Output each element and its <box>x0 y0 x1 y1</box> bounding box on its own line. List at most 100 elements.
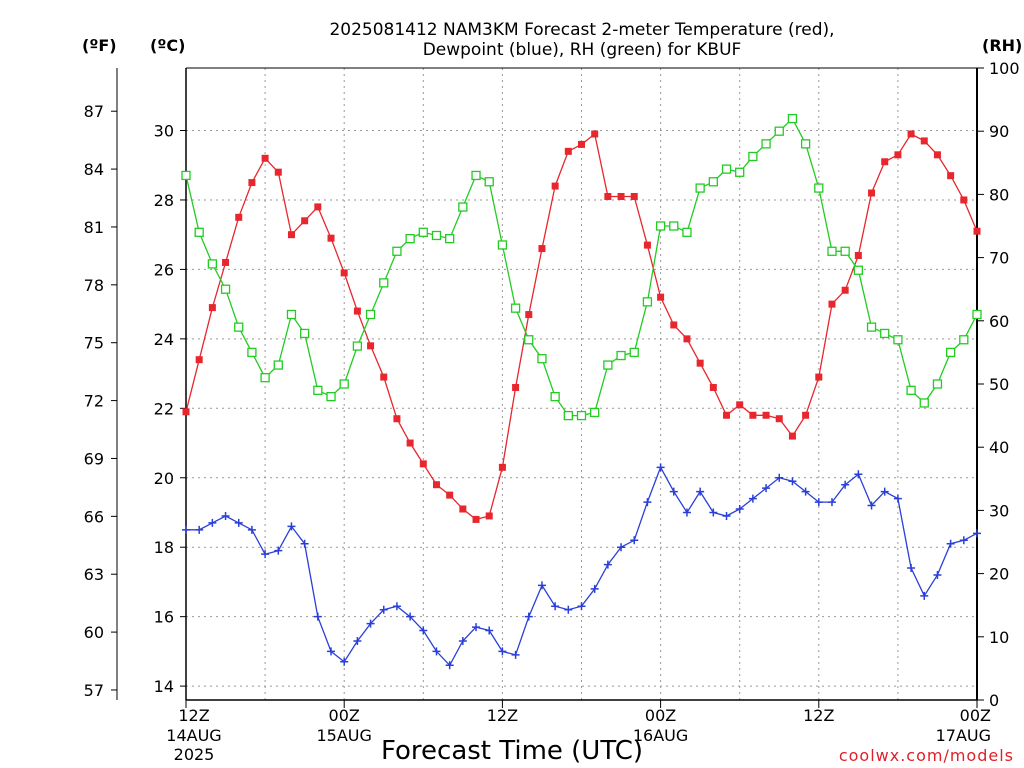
temperature-point <box>287 231 295 239</box>
fahrenheit-tick-label: 69 <box>84 449 104 468</box>
rh-point <box>840 246 850 256</box>
temperature-point <box>340 269 348 277</box>
dewpoint-point <box>735 505 744 514</box>
dewpoint-point <box>841 480 850 489</box>
rh-tick-label: 30 <box>989 501 1009 520</box>
dewpoint-point <box>524 612 533 621</box>
time-tick-label: 12Z <box>178 706 209 725</box>
celsius-tick-label: 30 <box>154 122 174 141</box>
time-tick-label: 12Z <box>487 706 518 725</box>
rh-point <box>260 373 270 383</box>
rh-point <box>827 246 837 256</box>
temperature-point <box>854 252 862 260</box>
rh-point <box>431 230 442 241</box>
dewpoint-point <box>722 511 731 520</box>
rh-point <box>642 297 653 307</box>
dewpoint-point <box>247 525 256 534</box>
time-tick-date-label: 16AUG <box>633 726 688 745</box>
celsius-tick-label: 14 <box>154 677 174 696</box>
dewpoint-point <box>511 650 520 659</box>
celsius-axis: 14 16 18 20 22 24 26 28 30 <box>154 122 186 696</box>
temperature-point <box>815 373 823 381</box>
time-tick-label: 00Z <box>960 706 991 725</box>
temperature-point <box>591 130 599 138</box>
time-tick-year-label: 2025 <box>174 745 215 764</box>
temperature-point <box>617 192 625 200</box>
rh-tick-label: 90 <box>989 122 1009 141</box>
rh-point <box>906 385 916 395</box>
rh-point <box>220 284 231 294</box>
rh-point <box>497 240 508 250</box>
dewpoint-point <box>366 619 375 628</box>
fahrenheit-tick-label: 60 <box>84 623 104 642</box>
fahrenheit-tick-label: 87 <box>84 102 104 121</box>
rh-point <box>510 303 521 313</box>
dewpoint-point <box>814 498 823 507</box>
rh-point <box>669 221 679 231</box>
rh-point <box>735 167 745 177</box>
fahrenheit-tick-label: 75 <box>84 334 104 353</box>
rh-point <box>616 350 626 361</box>
dewpoint-point <box>827 498 836 507</box>
dewpoint-point <box>577 602 586 611</box>
temperature-point <box>261 154 269 162</box>
temperature-point <box>301 217 309 225</box>
dewpoint-point <box>327 647 336 656</box>
temperature-point <box>775 415 783 423</box>
rh-point <box>748 151 758 162</box>
dewpoint-point <box>973 529 981 538</box>
rh-point <box>392 246 402 256</box>
temperature-point <box>314 203 322 211</box>
temperature-point <box>551 182 559 190</box>
temperature-point <box>762 411 770 419</box>
dewpoint-point <box>313 612 322 621</box>
time-tick-date-label: 14AUG <box>166 726 221 745</box>
dewpoint-point <box>340 657 349 666</box>
credit-text: coolwx.com/models <box>839 746 1014 765</box>
dewpoint-point <box>392 602 401 611</box>
rh-point <box>945 347 956 358</box>
rh-point <box>550 391 560 402</box>
temperature-point <box>208 304 216 312</box>
rh-tick-label: 50 <box>989 375 1009 394</box>
rh-point <box>695 183 705 193</box>
rh-point <box>313 385 323 395</box>
rh-point <box>563 410 573 421</box>
rh-point <box>708 177 718 187</box>
rh-tick-label: 20 <box>989 565 1009 584</box>
dewpoint-point <box>617 543 626 552</box>
rh-point <box>405 233 415 244</box>
rh-point <box>959 335 969 345</box>
dewpoint-point <box>775 473 784 482</box>
rh-point <box>524 335 534 345</box>
x-axis-label: Forecast Time (UTC) <box>381 736 643 766</box>
temperature-point <box>235 213 243 221</box>
fahrenheit-tick-label: 57 <box>84 681 104 700</box>
dewpoint-point <box>537 581 546 590</box>
dewpoint-point <box>801 487 810 496</box>
rh-point <box>471 170 481 181</box>
temperature-point <box>512 383 520 391</box>
temperature-point <box>353 307 361 315</box>
rh-tick-label: 70 <box>989 249 1009 268</box>
dewpoint-point <box>234 518 243 527</box>
temperature-point <box>749 411 757 419</box>
temperature-point <box>406 439 414 447</box>
celsius-tick-label: 16 <box>154 608 174 627</box>
dewpoint-point <box>208 518 217 527</box>
temperature-point <box>446 491 454 499</box>
rh-point <box>181 170 191 181</box>
rh-point <box>458 202 468 212</box>
rh-point <box>590 407 600 418</box>
dewpoint-point <box>300 539 309 548</box>
dewpoint-point <box>854 470 863 479</box>
rh-tick-label: 60 <box>989 312 1009 331</box>
rh-tick-label: 0 <box>989 691 999 710</box>
temperature-point <box>657 293 665 301</box>
dewpoint-point <box>867 501 876 510</box>
fahrenheit-tick-label: 72 <box>84 392 104 411</box>
dewpoint-point <box>472 623 481 632</box>
temperature-point <box>472 515 480 523</box>
fahrenheit-axis: 57 60 63 66 69 72 75 78 81 84 87 <box>84 68 118 700</box>
